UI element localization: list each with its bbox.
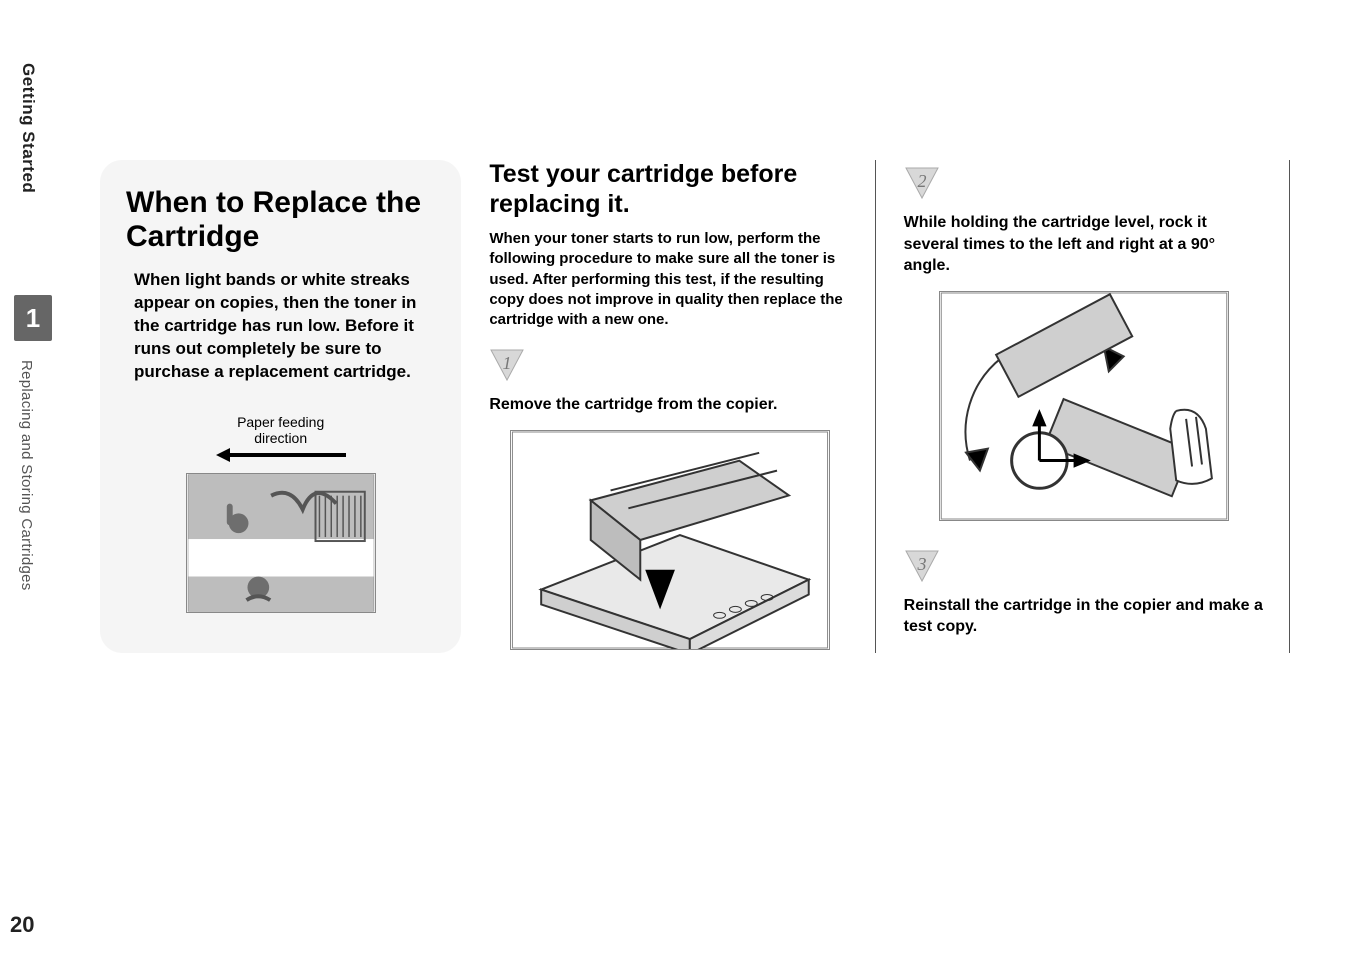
- section-tab: Replacing and Storing Cartridges: [18, 360, 35, 591]
- chapter-tab: Getting Started: [18, 55, 38, 193]
- feed-label-line2: direction: [254, 430, 307, 446]
- step-3-badge: 3: [904, 549, 940, 583]
- page-number: 20: [10, 912, 34, 938]
- step-3-caption: Reinstall the cartridge in the copier an…: [904, 595, 1265, 638]
- sidebar: Getting Started 1 Replacing and Storing …: [18, 55, 42, 905]
- lead-text: When light bands or white streaks appear…: [126, 269, 435, 384]
- step-2-badge: 2: [904, 166, 940, 200]
- info-panel: When to Replace the Cartridge When light…: [100, 160, 461, 653]
- remove-cartridge-illustration: [510, 430, 830, 650]
- column-1: When to Replace the Cartridge When light…: [100, 160, 461, 653]
- rock-cartridge-illustration: [939, 291, 1229, 521]
- paper-feed-label: Paper feeding direction: [126, 414, 435, 446]
- heading-test-cartridge: Test your cartridge before replacing it.: [489, 160, 850, 219]
- feed-label-line1: Paper feeding: [237, 414, 324, 430]
- feed-arrow: [126, 448, 435, 467]
- content: When to Replace the Cartridge When light…: [100, 160, 1290, 653]
- streaks-illustration: [186, 473, 376, 613]
- heading-when-to-replace: When to Replace the Cartridge: [126, 186, 435, 253]
- step-1-caption: Remove the cartridge from the copier.: [489, 394, 850, 416]
- svg-text:1: 1: [503, 353, 512, 373]
- page: Getting Started 1 Replacing and Storing …: [0, 0, 1355, 954]
- chapter-number-badge: 1: [14, 295, 52, 341]
- step-1-badge: 1: [489, 348, 525, 382]
- svg-text:2: 2: [917, 171, 926, 191]
- column-3: 2 While holding the cartridge level, roc…: [904, 160, 1290, 653]
- test-body: When your toner starts to run low, perfo…: [489, 229, 850, 330]
- step-2-caption: While holding the cartridge level, rock …: [904, 212, 1265, 277]
- column-2: Test your cartridge before replacing it.…: [489, 160, 875, 653]
- svg-text:3: 3: [916, 554, 926, 574]
